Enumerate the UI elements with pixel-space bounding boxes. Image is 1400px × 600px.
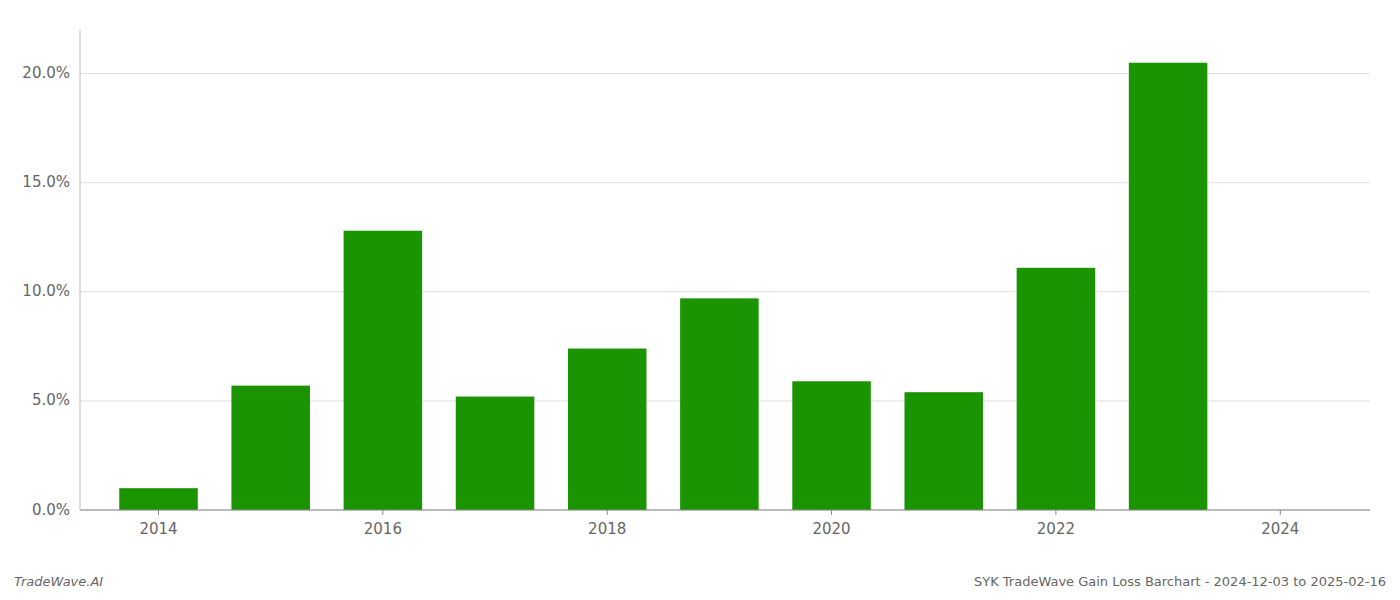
- x-tick: [158, 510, 159, 515]
- x-tick: [831, 510, 832, 515]
- bar: [1017, 268, 1096, 510]
- axes: [80, 30, 1370, 510]
- x-tick: [1280, 510, 1281, 515]
- footer-left: TradeWave.AI: [14, 574, 103, 589]
- x-tick: [382, 510, 383, 515]
- y-tick-label: 0.0%: [32, 501, 70, 519]
- y-tick-label: 5.0%: [32, 391, 70, 409]
- bars: [119, 63, 1207, 510]
- x-tick: [607, 510, 608, 515]
- bar: [456, 397, 535, 510]
- x-tick-label: 2020: [812, 520, 850, 538]
- footer: TradeWave.AI SYK TradeWave Gain Loss Barc…: [14, 574, 1386, 589]
- x-tick-label: 2024: [1261, 520, 1299, 538]
- x-axis: 2014 2016 2018 2020 2022 2024: [139, 510, 1299, 538]
- x-tick-label: 2018: [588, 520, 626, 538]
- x-tick: [1055, 510, 1056, 515]
- y-axis: 0.0% 5.0% 10.0% 15.0% 20.0%: [22, 64, 70, 518]
- y-tick-label: 20.0%: [22, 64, 70, 82]
- bar: [231, 386, 310, 510]
- x-axis-line: [80, 510, 1370, 511]
- grid-line: [80, 510, 1370, 511]
- x-tick-label: 2016: [364, 520, 402, 538]
- x-tick-label: 2022: [1037, 520, 1075, 538]
- chart-svg: 0.0%5.0%10.0%15.0%20.0%20142016201820202…: [0, 0, 1400, 600]
- footer-right: SYK TradeWave Gain Loss Barchart - 2024-…: [974, 574, 1386, 589]
- chart-container: 0.0%5.0%10.0%15.0%20.0%20142016201820202…: [0, 0, 1400, 600]
- bar: [1129, 63, 1208, 510]
- bar: [344, 231, 423, 510]
- y-tick-label: 10.0%: [22, 282, 70, 300]
- y-axis-line: [80, 30, 81, 510]
- bar: [792, 381, 871, 510]
- bar: [680, 298, 759, 510]
- bar: [119, 488, 198, 510]
- x-tick-label: 2014: [139, 520, 177, 538]
- y-tick-label: 15.0%: [22, 173, 70, 191]
- bar: [904, 392, 983, 510]
- bar: [568, 349, 647, 510]
